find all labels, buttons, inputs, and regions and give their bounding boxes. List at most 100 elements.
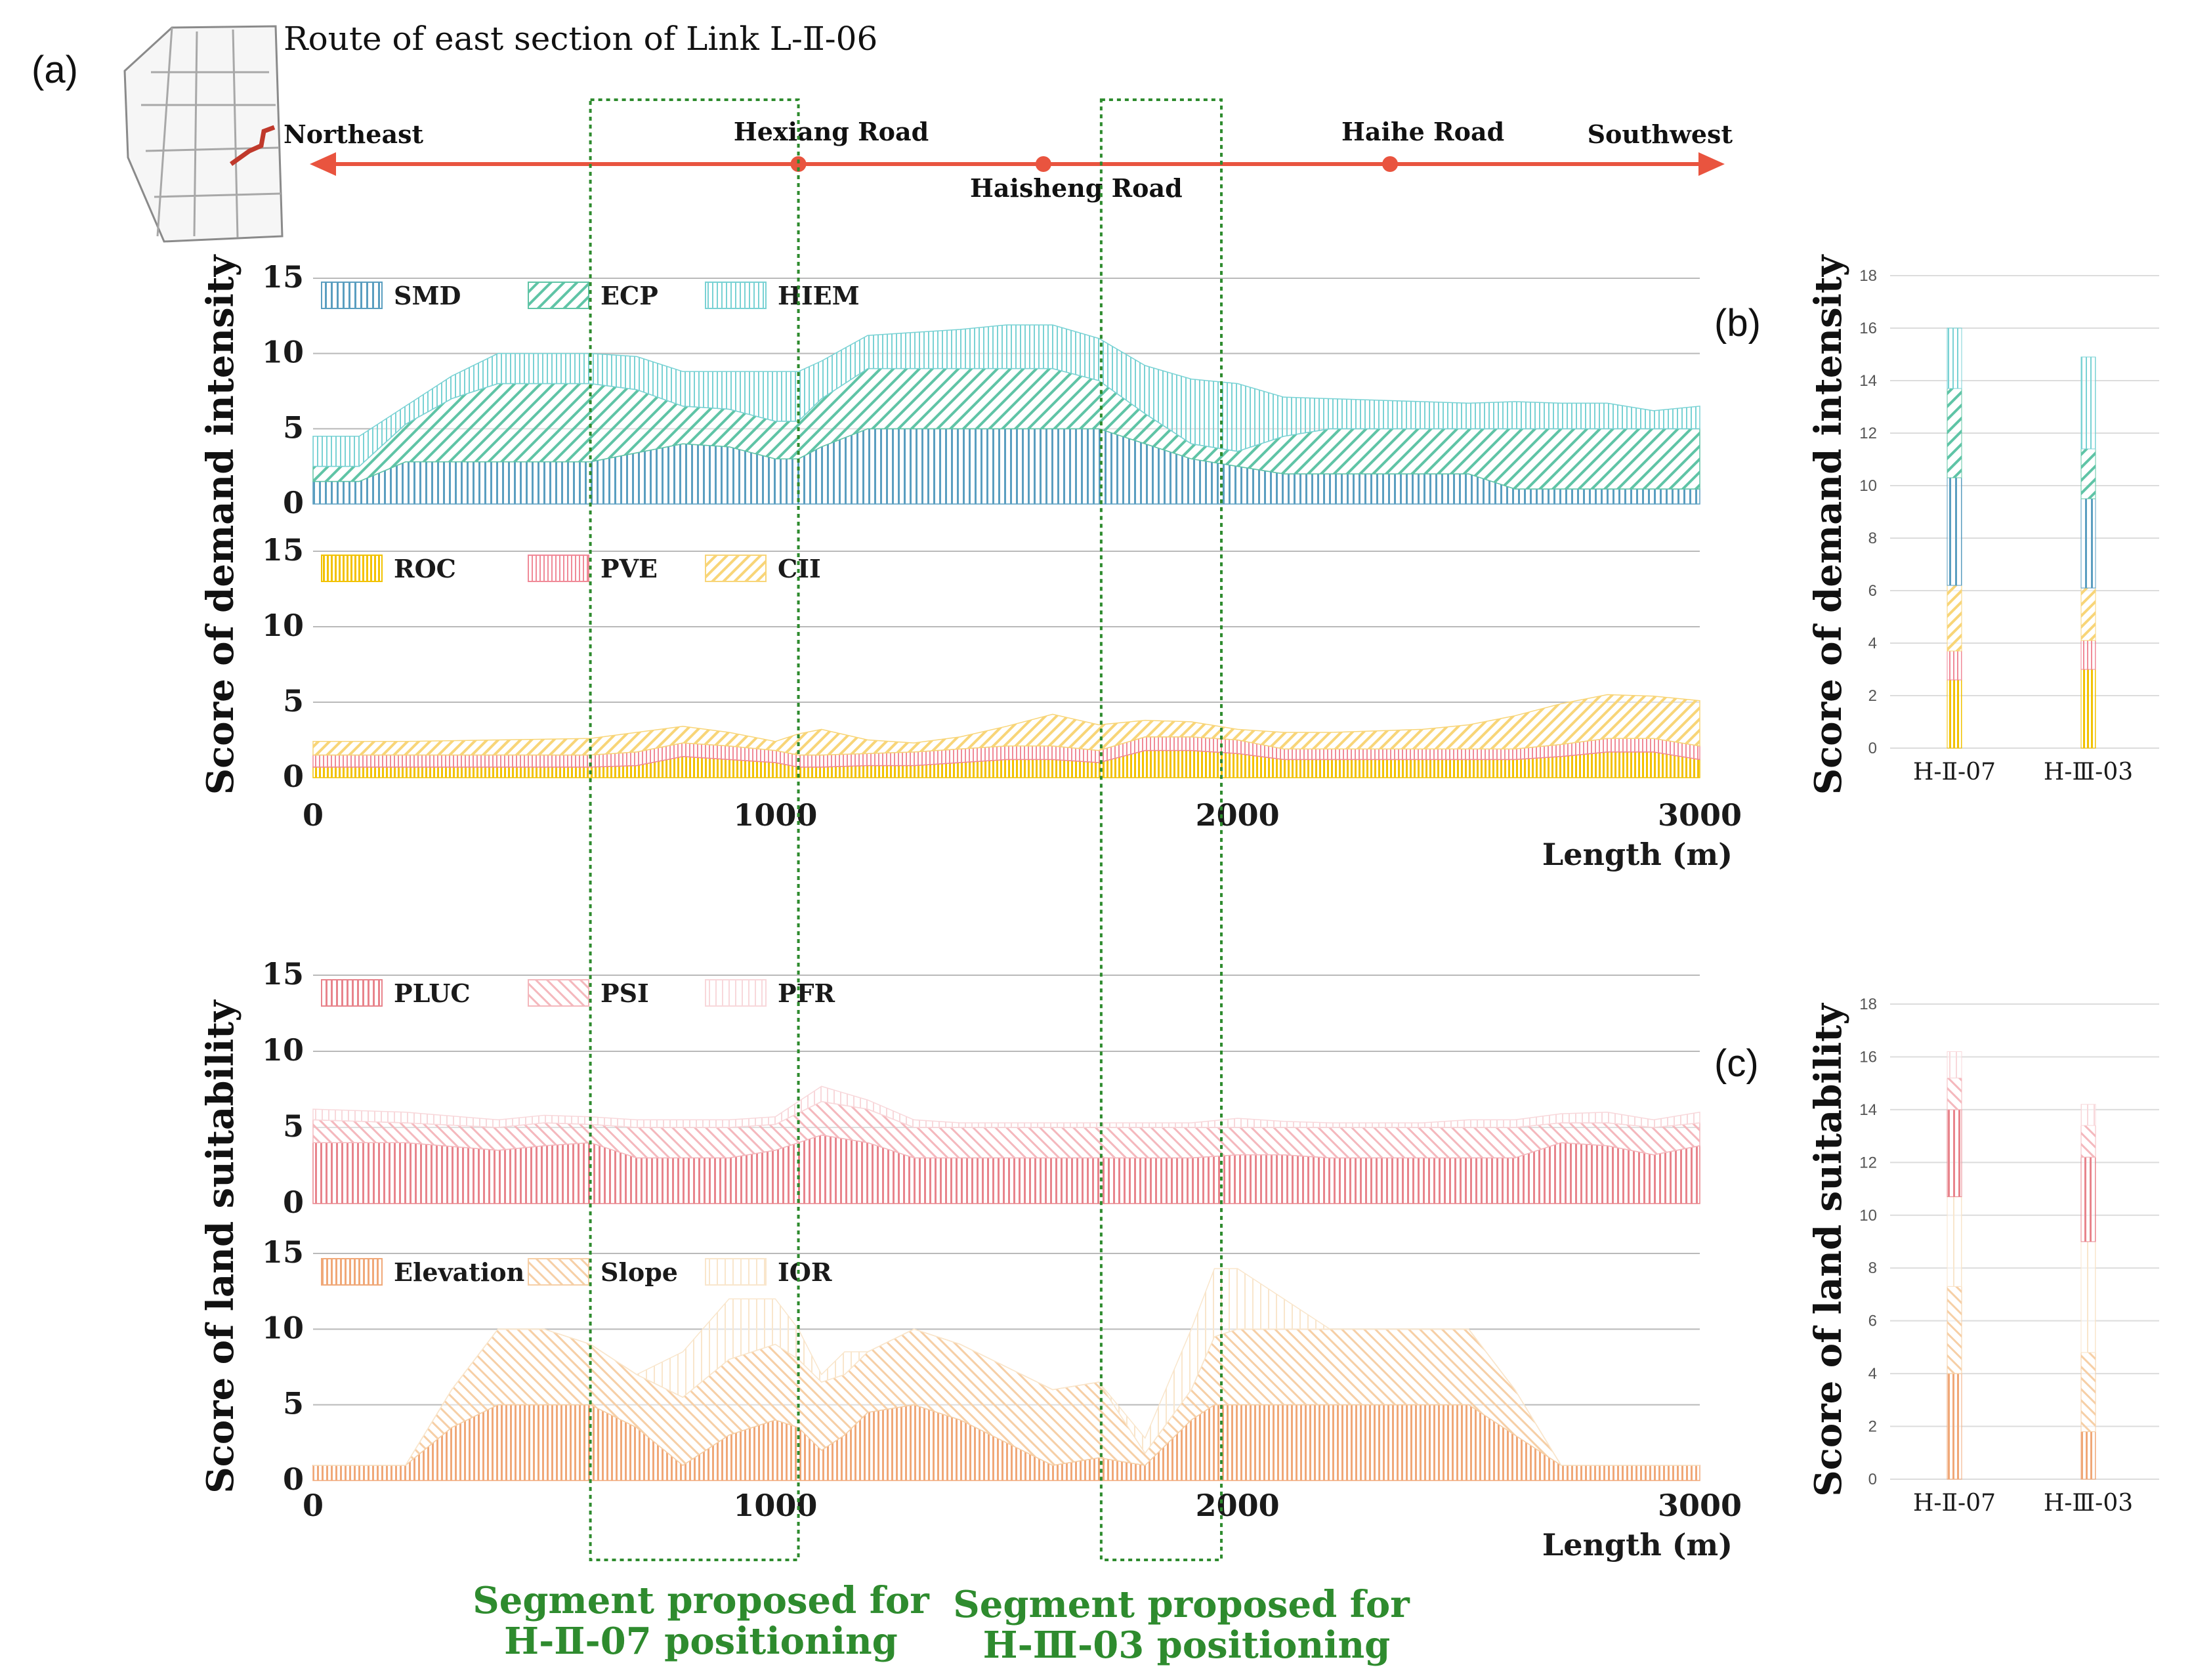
bar-segment-cii bbox=[2080, 587, 2096, 641]
legend-swatch-ecp bbox=[528, 282, 589, 309]
y-tick-label: 0 bbox=[283, 485, 304, 520]
y-tick-label: 10 bbox=[262, 335, 304, 370]
highlight-box-2 bbox=[1099, 98, 1223, 1561]
y-tick-label: 10 bbox=[262, 1032, 304, 1068]
bar-segment-pve bbox=[1947, 650, 1962, 681]
y-tick-label: 0 bbox=[283, 759, 304, 794]
route-arrow-left-head bbox=[310, 152, 336, 176]
y-tick-label: 10 bbox=[262, 1310, 304, 1345]
legend-swatch-elevation bbox=[321, 1258, 383, 1286]
bar-segment-ior bbox=[1947, 1196, 1962, 1287]
bar-segment-ecp bbox=[1947, 388, 1962, 478]
legend-label-pluc: PLUC bbox=[394, 978, 471, 1008]
bar-segment-ior bbox=[2080, 1241, 2096, 1353]
legend-swatch-slope bbox=[528, 1258, 589, 1286]
panel-label-c: (c) bbox=[1714, 1042, 1759, 1085]
x-tick-label: 3000 bbox=[1658, 1488, 1742, 1523]
panel-label-a: (a) bbox=[32, 49, 78, 91]
legend-label-psi: PSI bbox=[601, 978, 649, 1008]
y-title-suitability: Score of land suitability bbox=[199, 999, 242, 1494]
route-arrow bbox=[310, 152, 1725, 176]
y-tick-label: 8 bbox=[1868, 1259, 1877, 1277]
x-axis-demand: 0 1000 2000 3000 Length (m) bbox=[303, 797, 1742, 872]
route-start-label: Northeast bbox=[284, 119, 423, 149]
legend-swatch-ior bbox=[705, 1258, 767, 1286]
x-axis-label: Length (m) bbox=[1542, 1527, 1733, 1563]
y-tick-label: 16 bbox=[1859, 320, 1877, 337]
legend-label-roc: ROC bbox=[394, 554, 456, 583]
y-tick-label: 15 bbox=[262, 259, 304, 295]
bar-segment-elevation bbox=[1947, 1373, 1962, 1480]
bar-segment-pve bbox=[2080, 640, 2096, 670]
bar-category-label: H-Ⅱ-07 bbox=[1913, 759, 1996, 786]
legend-label-smd: SMD bbox=[394, 281, 461, 310]
area-ior bbox=[313, 1268, 1700, 1466]
road-markers: Hexiang Road Haisheng Road Haihe Road bbox=[734, 117, 1504, 203]
highlight-2-label-line1: Segment proposed for bbox=[953, 1583, 1410, 1626]
bar-category-label: H-Ⅱ-07 bbox=[1913, 1490, 1996, 1517]
legend-swatch-hiem bbox=[705, 282, 767, 309]
bar-segment-hiem bbox=[1947, 327, 1962, 389]
area-chart-demand-top: 0 5 10 15 SMD ECP HIEM bbox=[262, 259, 1700, 520]
bar-segment-psi bbox=[2080, 1125, 2096, 1158]
bar-category-label: H-Ⅲ-03 bbox=[2044, 1490, 2133, 1517]
bar-charts: 0 2 4 6 8 10 12 14 16 18 H-Ⅱ-07 H-Ⅲ-03 0 2 4 6 8 10 12 14 16… bbox=[1859, 267, 2159, 1517]
area-chart-suit-bottom: 0 5 10 15 Elevation Slope IOR bbox=[262, 1234, 1700, 1497]
legend-label-ecp: ECP bbox=[601, 281, 658, 310]
y-tick-label: 12 bbox=[1859, 1154, 1877, 1171]
y-tick-label: 8 bbox=[1868, 530, 1877, 547]
area-pfr bbox=[312, 1085, 1700, 1128]
y-title-demand: Score of demand intensity bbox=[199, 254, 242, 795]
x-tick-label: 3000 bbox=[1658, 797, 1742, 833]
y-tick-label: 10 bbox=[1859, 477, 1877, 495]
highlight-box-1 bbox=[589, 98, 800, 1561]
legend-swatch-pluc bbox=[321, 979, 383, 1007]
y-tick-label: 10 bbox=[1859, 1207, 1877, 1225]
bar-segment-elevation bbox=[2080, 1431, 2096, 1480]
x-tick-label: 2000 bbox=[1196, 1488, 1280, 1523]
route-end-label: Southwest bbox=[1588, 119, 1733, 149]
y-tick-label: 5 bbox=[283, 1386, 304, 1421]
y-tick-label: 14 bbox=[1859, 1101, 1877, 1119]
legend-swatch-smd bbox=[321, 282, 383, 309]
area-chart-suit-top: 0 5 10 15 PLUC PSI PFR bbox=[262, 956, 1700, 1220]
route-arrow-right-head bbox=[1698, 152, 1725, 176]
legend-label-elevation: Elevation bbox=[394, 1257, 524, 1287]
y-tick-label: 0 bbox=[283, 1461, 304, 1497]
y-tick-label: 12 bbox=[1859, 425, 1877, 442]
y-tick-label: 5 bbox=[283, 1108, 304, 1144]
x-tick-label: 0 bbox=[303, 797, 324, 833]
legend-swatch-pfr bbox=[705, 979, 767, 1007]
legend-swatch-psi bbox=[528, 979, 589, 1007]
y-tick-label: 5 bbox=[283, 410, 304, 445]
bar-segment-slope bbox=[1947, 1286, 1962, 1374]
y-tick-label: 15 bbox=[262, 1234, 304, 1270]
bar-segment-hiem bbox=[2080, 356, 2096, 450]
y-tick-label: 0 bbox=[283, 1185, 304, 1220]
bar-segment-psi bbox=[1947, 1078, 1962, 1110]
y-tick-label: 0 bbox=[1868, 740, 1877, 757]
y-tick-label: 14 bbox=[1859, 372, 1877, 390]
road-marker-haisheng-road bbox=[1035, 156, 1051, 172]
x-axes: 0 1000 2000 3000 Length (m) 0 1000 2000 3000 Leng… bbox=[303, 797, 1742, 1563]
x-axis-label: Length (m) bbox=[1542, 837, 1733, 872]
legend-swatch-pve bbox=[528, 555, 589, 582]
bar-segment-roc bbox=[2080, 669, 2096, 749]
bar-segment-cii bbox=[1947, 585, 1962, 652]
bar-chart-suit-bars: 0 2 4 6 8 10 12 14 16 18 H-Ⅱ-07 H-Ⅲ-03 bbox=[1859, 996, 2159, 1517]
bar-segment-ecp bbox=[2080, 448, 2096, 499]
road-label-haihe-road: Haihe Road bbox=[1341, 117, 1504, 146]
highlight-1-label-line2: H-Ⅱ-07 positioning bbox=[504, 1620, 898, 1663]
legend-swatch-cii bbox=[705, 555, 767, 582]
bar-segment-pluc bbox=[1947, 1109, 1962, 1198]
legend-label-pve: PVE bbox=[601, 554, 658, 583]
bar-segment-roc bbox=[1947, 679, 1962, 749]
bar-chart-demand-bars: 0 2 4 6 8 10 12 14 16 18 H-Ⅱ-07 H-Ⅲ-03 bbox=[1859, 267, 2159, 786]
bar-y-title-suitability: Score of land suitability bbox=[1807, 1003, 1850, 1497]
y-tick-label: 4 bbox=[1868, 635, 1877, 652]
y-tick-label: 15 bbox=[262, 956, 304, 992]
highlight-1-label-line1: Segment proposed for bbox=[473, 1579, 930, 1622]
road-label-haisheng-road: Haisheng Road bbox=[970, 173, 1183, 203]
